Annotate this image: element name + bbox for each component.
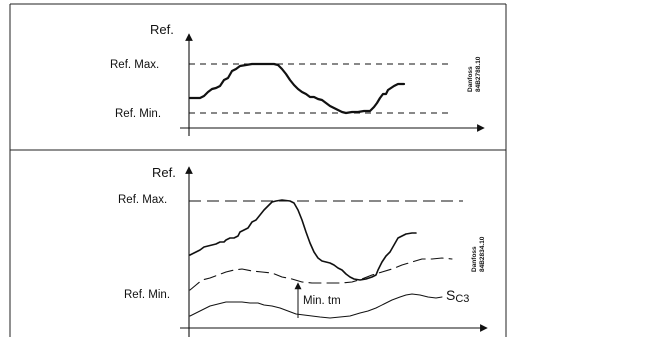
sc3-curve bbox=[189, 293, 443, 319]
top-ref-min-label: Ref. Min. bbox=[115, 108, 161, 120]
bottom-ref-max-label: Ref. Max. bbox=[118, 194, 167, 206]
top-ref-max-label: Ref. Max. bbox=[110, 59, 159, 71]
top-drawing-code-brand: Danfoss bbox=[467, 66, 474, 92]
min-tm-label: Min. tm bbox=[303, 295, 341, 307]
top-reference-curve bbox=[188, 62, 406, 115]
top-drawing-code-number: 84B2788.10 bbox=[475, 56, 482, 92]
top-chart: Ref. Ref. Max. Ref. Min. Danfoss 84B2788… bbox=[110, 22, 485, 136]
bottom-ref-min-label: Ref. Min. bbox=[124, 289, 170, 301]
bottom-drawing-code-brand: Danfoss bbox=[471, 246, 478, 272]
bottom-reference-curve bbox=[189, 199, 417, 281]
bottom-chart: Ref. Ref. Max. Ref. Min. Min. tm SC3 Dan… bbox=[118, 165, 488, 337]
bottom-drawing-code-number: 84B2834.10 bbox=[479, 236, 486, 272]
sc3-label: SC3 bbox=[446, 287, 469, 305]
bottom-y-axis-label: Ref. bbox=[152, 165, 176, 180]
diagram-frame bbox=[9, 3, 507, 337]
bottom-ref-min-curve bbox=[189, 257, 453, 291]
top-y-axis-label: Ref. bbox=[150, 22, 174, 37]
sc3-label-subscript: C3 bbox=[455, 293, 469, 305]
sc3-label-main: S bbox=[446, 287, 455, 303]
